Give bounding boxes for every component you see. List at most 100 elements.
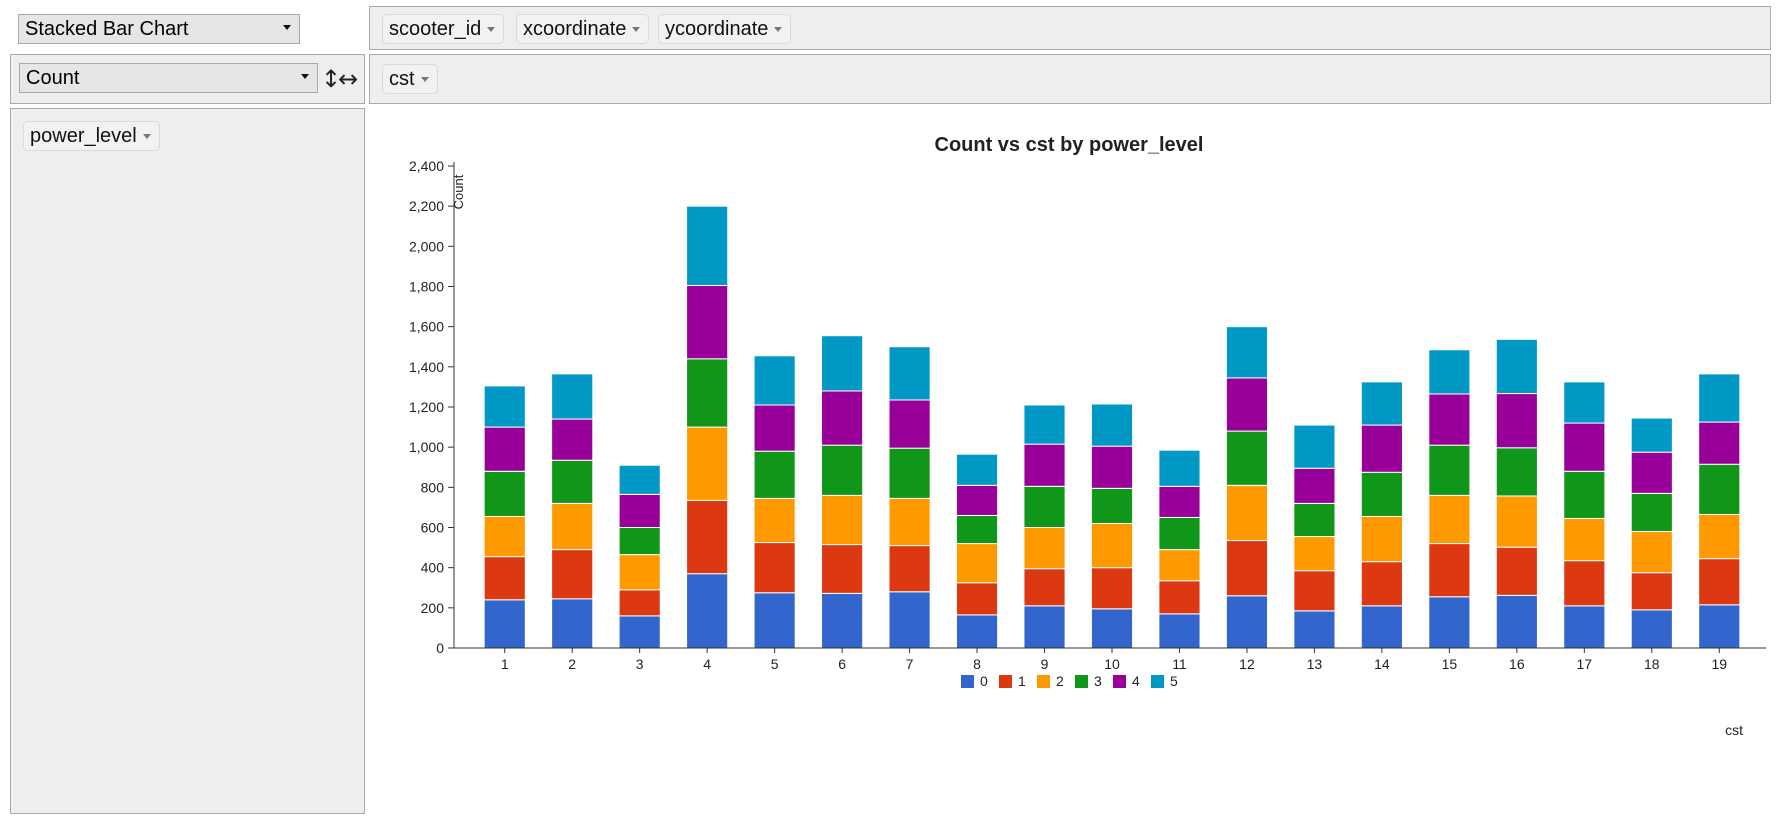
bar-segment xyxy=(1023,605,1066,649)
bar-segment xyxy=(483,385,526,428)
attr-pill-power-level[interactable]: power_level xyxy=(23,121,160,151)
attr-pill-label: cst xyxy=(389,68,415,90)
bar-segment xyxy=(1360,515,1403,563)
bar-segment xyxy=(551,373,594,420)
chevron-down-icon xyxy=(420,77,429,82)
bar-segment xyxy=(1225,595,1269,649)
x-tick-label: 6 xyxy=(838,656,846,672)
bar-segment xyxy=(483,556,526,601)
aggregator-select[interactable]: Count xyxy=(19,63,318,93)
bar-segment xyxy=(821,390,864,446)
y-tick-label: 400 xyxy=(421,560,445,576)
attr-pill-ycoordinate[interactable]: ycoordinate xyxy=(658,14,792,44)
bar-segment xyxy=(821,335,864,392)
bar-segment xyxy=(1158,549,1201,582)
bar-segment xyxy=(1158,516,1201,551)
y-tick-label: 1,000 xyxy=(409,439,444,455)
horizontal-sort-icon[interactable]: ↔ xyxy=(338,65,359,93)
bar-segment xyxy=(1360,381,1403,426)
bar-segment xyxy=(686,499,729,575)
attr-pill-scooter-id[interactable]: scooter_id xyxy=(382,14,505,44)
bar-segment xyxy=(1225,326,1269,379)
bar-segment xyxy=(686,358,729,428)
legend-swatch xyxy=(1075,675,1088,688)
attr-pill-xcoordinate[interactable]: xcoordinate xyxy=(516,14,650,44)
bar-segment xyxy=(1225,540,1269,597)
unused-attributes-panel: scooter_id xcoordinate ycoordinate xyxy=(369,6,1771,50)
bar-segment xyxy=(1293,424,1336,469)
y-tick-label: 2,200 xyxy=(409,198,444,214)
bar-segment xyxy=(618,464,661,495)
bar-segment xyxy=(888,591,931,649)
bar-segment xyxy=(1630,492,1673,533)
x-axis-label: cst xyxy=(1725,722,1743,738)
bar-segment xyxy=(1428,543,1471,598)
bar-segment xyxy=(1023,443,1066,487)
bar-segment xyxy=(1360,605,1403,649)
bar-segment xyxy=(618,527,661,556)
bar-segment xyxy=(955,453,999,486)
bar-segment xyxy=(483,515,526,558)
bar-segment xyxy=(483,470,526,517)
y-tick-label: 600 xyxy=(421,520,445,536)
bars xyxy=(483,205,1741,649)
legend-swatch xyxy=(1037,675,1050,688)
legend-swatch xyxy=(961,675,974,688)
bar-segment xyxy=(753,450,796,499)
legend-label: 1 xyxy=(1018,673,1026,689)
bar-segment xyxy=(1158,613,1201,649)
y-tick-label: 1,600 xyxy=(409,319,444,335)
bar-segment xyxy=(1698,421,1741,465)
bar-segment xyxy=(955,543,999,584)
bar-segment xyxy=(1360,471,1403,517)
bar-segment xyxy=(1090,567,1134,610)
bar-segment xyxy=(1563,560,1606,607)
renderer-select-value: Stacked Bar Chart xyxy=(25,18,189,40)
bar-segment xyxy=(551,598,594,649)
attr-pill-cst[interactable]: cst xyxy=(382,64,438,94)
y-tick-label: 0 xyxy=(436,640,444,656)
renderer-select[interactable]: Stacked Bar Chart xyxy=(18,14,300,44)
bar-segment xyxy=(1293,570,1336,612)
bar-segment xyxy=(1563,605,1606,649)
x-tick-label: 10 xyxy=(1104,656,1120,672)
x-tick-label: 11 xyxy=(1172,656,1187,672)
bar-segment xyxy=(1428,393,1471,446)
x-tick-label: 17 xyxy=(1577,656,1593,672)
bar-segment xyxy=(1428,349,1471,395)
legend-label: 5 xyxy=(1170,673,1178,689)
bar-segment xyxy=(753,497,796,544)
bar-segment xyxy=(686,284,729,360)
chart-title: Count vs cst by power_level xyxy=(935,134,1204,156)
attr-pill-label: power_level xyxy=(30,125,137,147)
x-tick-label: 9 xyxy=(1041,656,1049,672)
bar-segment xyxy=(888,346,931,401)
bar-segment xyxy=(1293,467,1336,504)
x-tick-label: 16 xyxy=(1509,656,1525,672)
bar-segment xyxy=(955,614,999,649)
chart-legend: 0 1 2 3 4 5 xyxy=(961,673,1178,689)
bar-segment xyxy=(1698,373,1741,423)
column-attributes-panel: cst xyxy=(369,54,1771,104)
bar-segment xyxy=(1158,580,1201,615)
bar-segment xyxy=(1630,609,1673,649)
bar-segment xyxy=(753,542,796,594)
x-tick-label: 3 xyxy=(636,656,644,672)
bar-segment xyxy=(1495,495,1538,548)
bar-segment xyxy=(1495,393,1538,449)
x-tick-label: 14 xyxy=(1374,656,1390,672)
bar-segment xyxy=(483,599,526,649)
bar-segment xyxy=(1225,484,1269,542)
bar-segment xyxy=(618,493,661,528)
bar-segment xyxy=(618,589,661,617)
y-tick-label: 2,400 xyxy=(409,158,444,174)
bar-segment xyxy=(1563,470,1606,519)
x-tick-label: 1 xyxy=(501,656,509,672)
vertical-sort-icon[interactable]: ↕ xyxy=(321,65,342,93)
y-axis-label: Count xyxy=(451,174,466,209)
x-tick-label: 2 xyxy=(568,656,576,672)
attr-pill-label: ycoordinate xyxy=(665,18,769,40)
bar-segment xyxy=(1495,447,1538,497)
bar-segment xyxy=(1023,527,1066,570)
x-tick-label: 8 xyxy=(973,656,981,672)
